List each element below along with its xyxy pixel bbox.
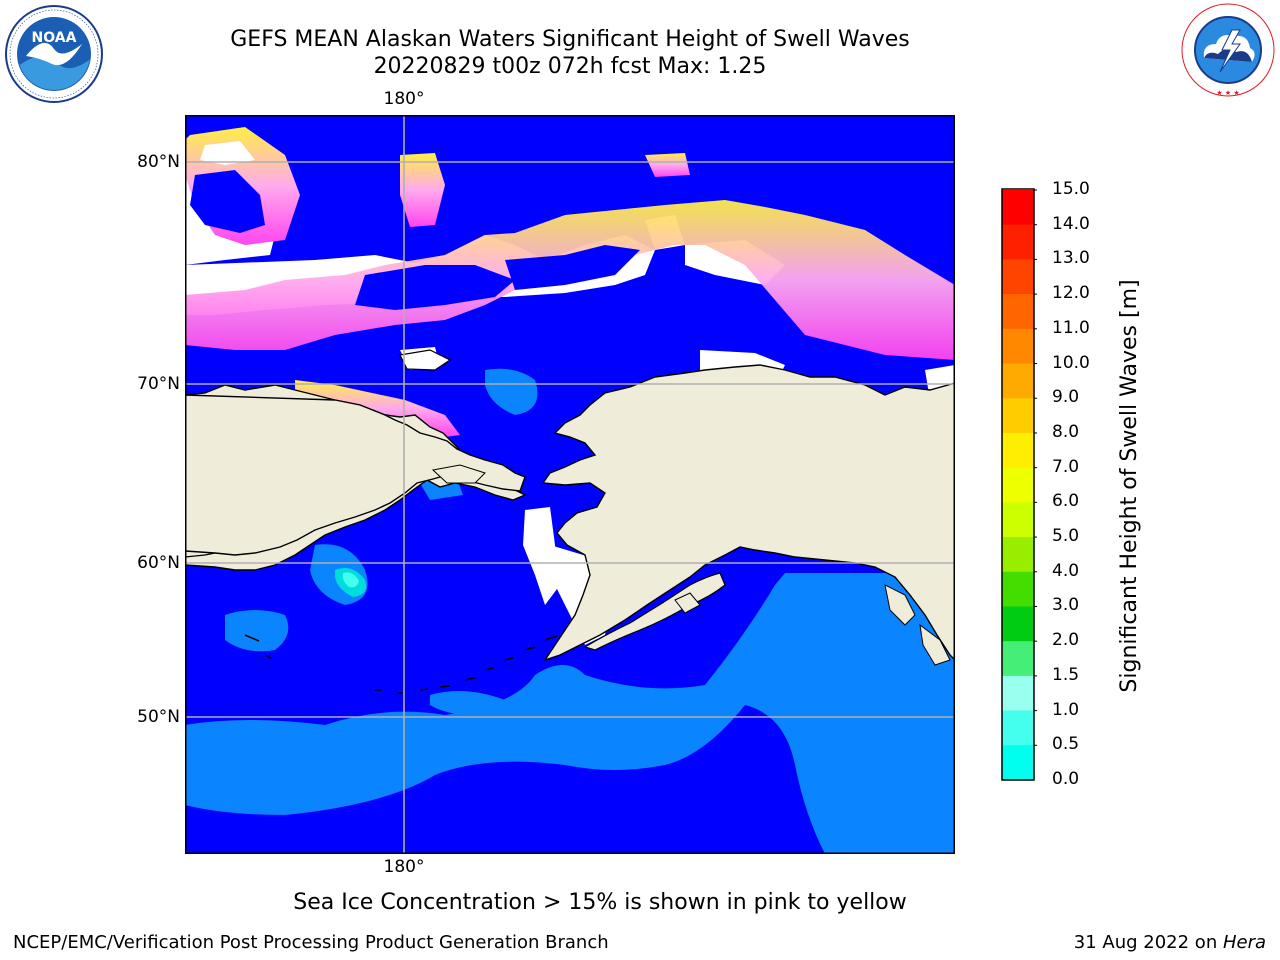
- colorbar-segment: [1002, 606, 1034, 642]
- colorbar-tick-label: 8.0: [1052, 421, 1080, 442]
- colorbar-tick-label: 13.0: [1052, 248, 1090, 269]
- chart-title: GEFS MEAN Alaskan Waters Significant Hei…: [230, 27, 910, 52]
- colorbar-segment: [1002, 537, 1034, 573]
- lon-label-bottom: 180°: [383, 857, 425, 877]
- colorbar-segment: [1002, 224, 1034, 260]
- colorbar-label: Significant Height of Swell Waves [m]: [1117, 279, 1142, 693]
- colorbar-segment: [1002, 571, 1034, 607]
- colorbar-segment: [1002, 294, 1034, 330]
- colorbar-tick-label: 0.0: [1052, 769, 1080, 789]
- colorbar-tick-label: 3.0: [1052, 595, 1080, 616]
- colorbar-segment: [1002, 467, 1034, 503]
- colorbar-tick-label: 5.0: [1052, 526, 1080, 547]
- colorbar-tick-label: 11.0: [1052, 317, 1090, 338]
- noaa-logo: NOAA: [5, 5, 103, 103]
- colorbar-tick-label: 9.0: [1052, 387, 1080, 408]
- colorbar-segment: [1002, 502, 1034, 538]
- colorbar-tick-label: 14.0: [1052, 213, 1090, 234]
- colorbar-tick-label: 1.0: [1052, 699, 1080, 720]
- graticule: [185, 115, 955, 854]
- map-panel: [185, 115, 955, 854]
- svg-text:★ ★ ★: ★ ★ ★: [1216, 89, 1239, 97]
- colorbar-segment: [1002, 432, 1034, 469]
- colorbar-segment: [1002, 641, 1034, 677]
- colorbar-segment: [1002, 328, 1034, 365]
- footer-date: 31 Aug 2022 on Hera: [1073, 932, 1266, 953]
- footer-host: Hera: [1222, 932, 1266, 953]
- lat-label-80n: 80°N: [137, 152, 180, 172]
- colorbar-segment: [1002, 398, 1034, 434]
- colorbar-tick-label: 10.0: [1052, 352, 1090, 373]
- swell-midrange-region: [185, 573, 955, 854]
- lat-label-60n: 60°N: [137, 553, 180, 573]
- colorbar-tick-label: 6.0: [1052, 491, 1080, 512]
- colorbar-tick-label: 0.5: [1052, 734, 1080, 755]
- footer-credit: NCEP/EMC/Verification Post Processing Pr…: [13, 932, 609, 953]
- colorbar-segment: [1002, 190, 1034, 226]
- lon-label-top: 180°: [383, 89, 425, 109]
- colorbar-tick-label: 1.5: [1052, 664, 1080, 685]
- noaa-logo-text: NOAA: [32, 30, 77, 46]
- sea-ice-caption: Sea Ice Concentration > 15% is shown in …: [293, 890, 907, 915]
- colorbar-tick-label: 15.0: [1052, 179, 1090, 199]
- colorbar-segment: [1002, 675, 1034, 712]
- nws-logo: ★ ★ ★: [1181, 3, 1275, 97]
- lat-label-70n: 70°N: [137, 374, 180, 394]
- colorbar-segment: [1002, 710, 1034, 746]
- colorbar: [1001, 188, 1037, 781]
- colorbar-segment: [1002, 259, 1034, 295]
- land-alaska: [541, 364, 955, 662]
- sea-ice-region: [185, 200, 955, 360]
- colorbar-tick-label: 7.0: [1052, 456, 1080, 477]
- colorbar-segment: [1002, 363, 1034, 399]
- colorbar-tick-label: 2.0: [1052, 630, 1080, 651]
- lat-label-50n: 50°N: [137, 707, 180, 727]
- chart-subtitle: 20220829 t00z 072h fcst Max: 1.25: [373, 54, 767, 79]
- colorbar-segment: [1002, 745, 1034, 781]
- colorbar-tick-label: 12.0: [1052, 283, 1090, 304]
- aleutian-islands: [244, 634, 558, 694]
- colorbar-tick-label: 4.0: [1052, 560, 1080, 581]
